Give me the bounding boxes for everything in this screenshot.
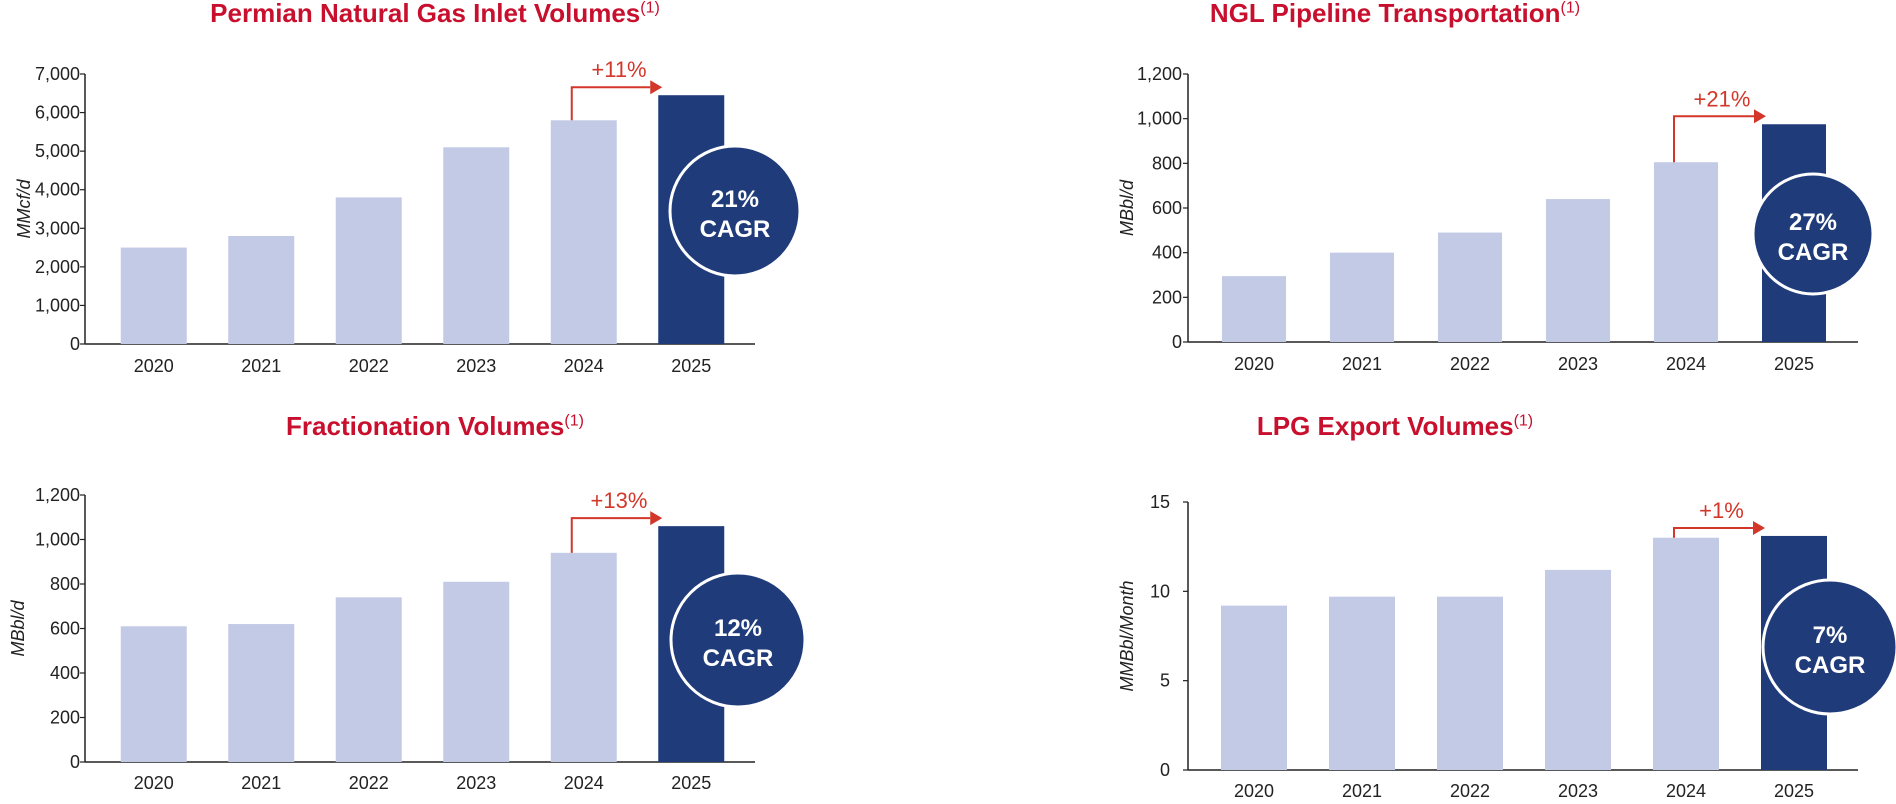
chart-title-footnote: (1) bbox=[564, 412, 584, 430]
chart-title-footnote: (1) bbox=[1513, 412, 1534, 430]
chart-title-text: LPG Export Volumes bbox=[1256, 411, 1514, 441]
chart-panel-fractionation: Fractionation Volumes(1) bbox=[0, 0, 790, 804]
chart-title: Permian Natural Gas Inlet Volumes(1) bbox=[90, 0, 780, 29]
chart-title: NGL Pipeline Transportation(1) bbox=[1150, 0, 1640, 29]
chart-title-footnote: (1) bbox=[640, 0, 660, 17]
chart-title-text: Fractionation Volumes bbox=[286, 411, 565, 441]
chart-title-text: NGL Pipeline Transportation bbox=[1209, 0, 1561, 28]
chart-title-text: Permian Natural Gas Inlet Volumes bbox=[210, 0, 641, 28]
chart-panel-permian: Permian Natural Gas Inlet Volumes(1) bbox=[0, 0, 790, 400]
chart-title: LPG Export Volumes(1) bbox=[1150, 411, 1640, 442]
chart-title-footnote: (1) bbox=[1560, 0, 1581, 17]
chart-title: Fractionation Volumes(1) bbox=[90, 411, 780, 442]
chart-panel-ngl-pipeline: NGL Pipeline Transportation(1) bbox=[0, 0, 1896, 400]
